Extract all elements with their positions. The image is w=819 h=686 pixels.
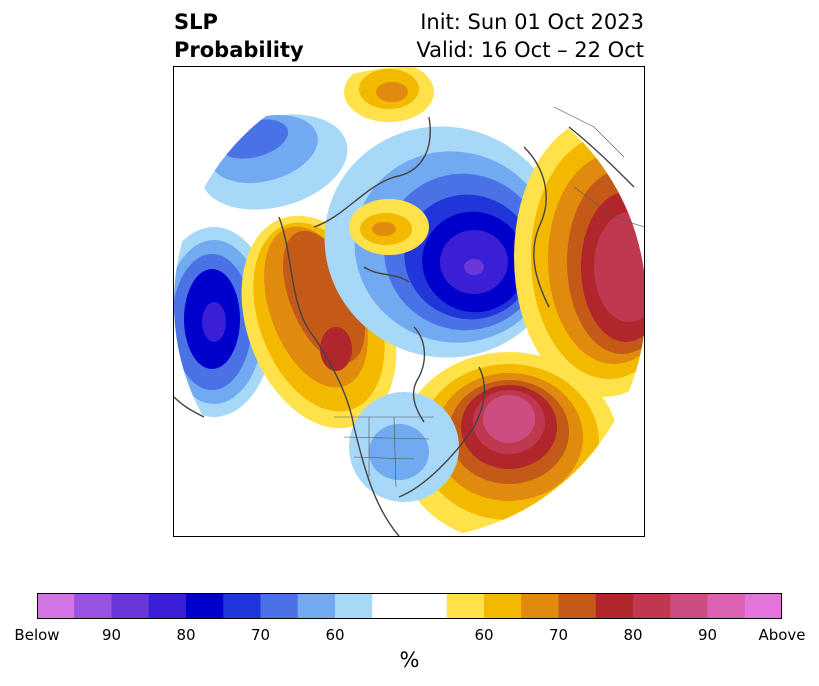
colorbar-segment (446, 593, 485, 619)
colorbar-segment (74, 593, 112, 619)
colorbar-segment (558, 593, 597, 619)
colorbar-tick-label: Above (758, 626, 806, 644)
title-product: Probability (174, 38, 304, 62)
colorbar-tick-labels: Below 90 80 70 60 60 70 80 90 Above (0, 626, 819, 646)
colorbar-tick-label: 90 (101, 626, 122, 644)
colorbar-segment (484, 593, 522, 619)
colorbar-outline (37, 593, 782, 619)
political-borders (334, 106, 644, 488)
colorbar-tick-label: 90 (697, 626, 718, 644)
colorbar-tick-label: 80 (623, 626, 643, 644)
colorbar-segment (633, 593, 671, 619)
chart-title-right: Init: Sun 01 Oct 2023 Valid: 16 Oct – 22… (416, 8, 644, 64)
colorbar-segment (37, 593, 75, 619)
title-variable: SLP (174, 10, 218, 34)
init-date: Init: Sun 01 Oct 2023 (420, 10, 644, 34)
colorbar-segment (260, 593, 299, 619)
colorbar-tick-label: 70 (548, 626, 569, 644)
colorbar-tick-label: 60 (325, 626, 345, 644)
colorbar-tick-label: 80 (176, 626, 196, 644)
colorbar-unit-label: % (399, 648, 420, 672)
valid-period: Valid: 16 Oct – 22 Oct (416, 38, 644, 62)
colorbar-segment (595, 593, 634, 619)
colorbar-segment (111, 593, 150, 619)
coastlines (174, 116, 635, 536)
colorbar-tick-label: 60 (474, 626, 494, 644)
colorbar-segment (223, 593, 261, 619)
colorbar-segment (670, 593, 708, 619)
colorbar-segment (186, 593, 224, 619)
colorbar-segment (744, 593, 782, 619)
probability-shading (174, 67, 644, 536)
colorbar-segment (335, 593, 373, 619)
colorbar-segment (297, 593, 336, 619)
colorbar-tick-label: Below (14, 626, 60, 644)
colorbar (37, 593, 782, 619)
polar-stereographic-map (174, 67, 644, 536)
colorbar-tick-label: 70 (250, 626, 271, 644)
colorbar-segment (707, 593, 746, 619)
probability-map (173, 66, 645, 537)
chart-title-left: SLP Probability (174, 8, 304, 64)
colorbar-segment (521, 593, 559, 619)
colorbar-segment (148, 593, 187, 619)
colorbar-segment (372, 593, 448, 619)
